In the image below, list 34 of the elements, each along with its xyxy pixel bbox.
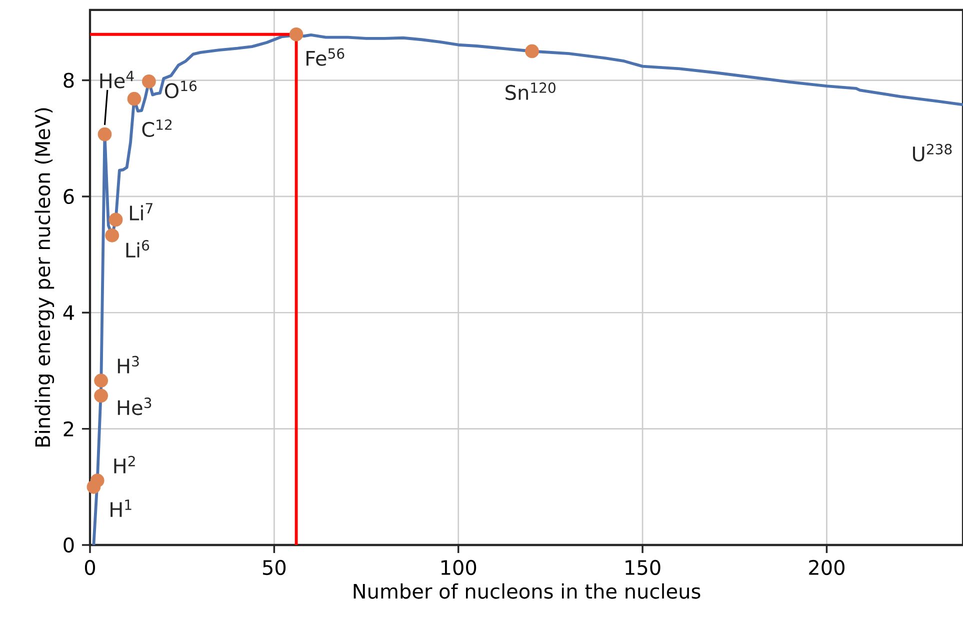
point <box>94 374 108 388</box>
point <box>105 228 120 242</box>
annotation: H$^{2}$ <box>114 456 135 474</box>
point <box>90 474 104 488</box>
annotation: H$^{3}$ <box>118 356 139 374</box>
y-tick-label: 4 <box>63 305 74 320</box>
point <box>127 92 142 106</box>
x-tick-label: 100 <box>441 560 476 576</box>
x-tick-label: 0 <box>84 560 96 576</box>
point <box>525 44 539 58</box>
y-tick-label: 8 <box>64 72 74 88</box>
annotation: Li$^{7}$ <box>130 203 152 220</box>
x-axis-title: Number of nucleons in the nucleus <box>354 583 700 599</box>
annotation: U$^{238}$ <box>913 144 952 162</box>
annotation: Fe$^{56}$ <box>306 48 344 66</box>
point <box>108 212 123 227</box>
annotation: Li$^{6}$ <box>126 240 150 258</box>
x-tick-label: 200 <box>809 560 844 576</box>
x-tick-label: 50 <box>263 560 286 576</box>
point <box>142 74 156 88</box>
x-tick-label: 150 <box>626 560 660 576</box>
annotation: Sn$^{120}$ <box>506 82 556 100</box>
point <box>98 127 112 142</box>
annotation: He$^{3}$ <box>118 398 152 416</box>
annotation: C$^{12}$ <box>142 119 172 138</box>
y-axis-title: Binding energy per nucleon (MeV) <box>34 108 54 446</box>
annotation: He$^{4}$ <box>100 70 134 88</box>
annotation: H$^{1}$ <box>110 500 132 517</box>
y-tick-label: 6 <box>64 188 74 204</box>
point <box>289 27 304 42</box>
point <box>94 388 108 403</box>
annotation: O$^{16}$ <box>165 80 197 98</box>
y-tick-label: 2 <box>64 421 74 436</box>
y-tick-label: 0 <box>64 537 74 553</box>
